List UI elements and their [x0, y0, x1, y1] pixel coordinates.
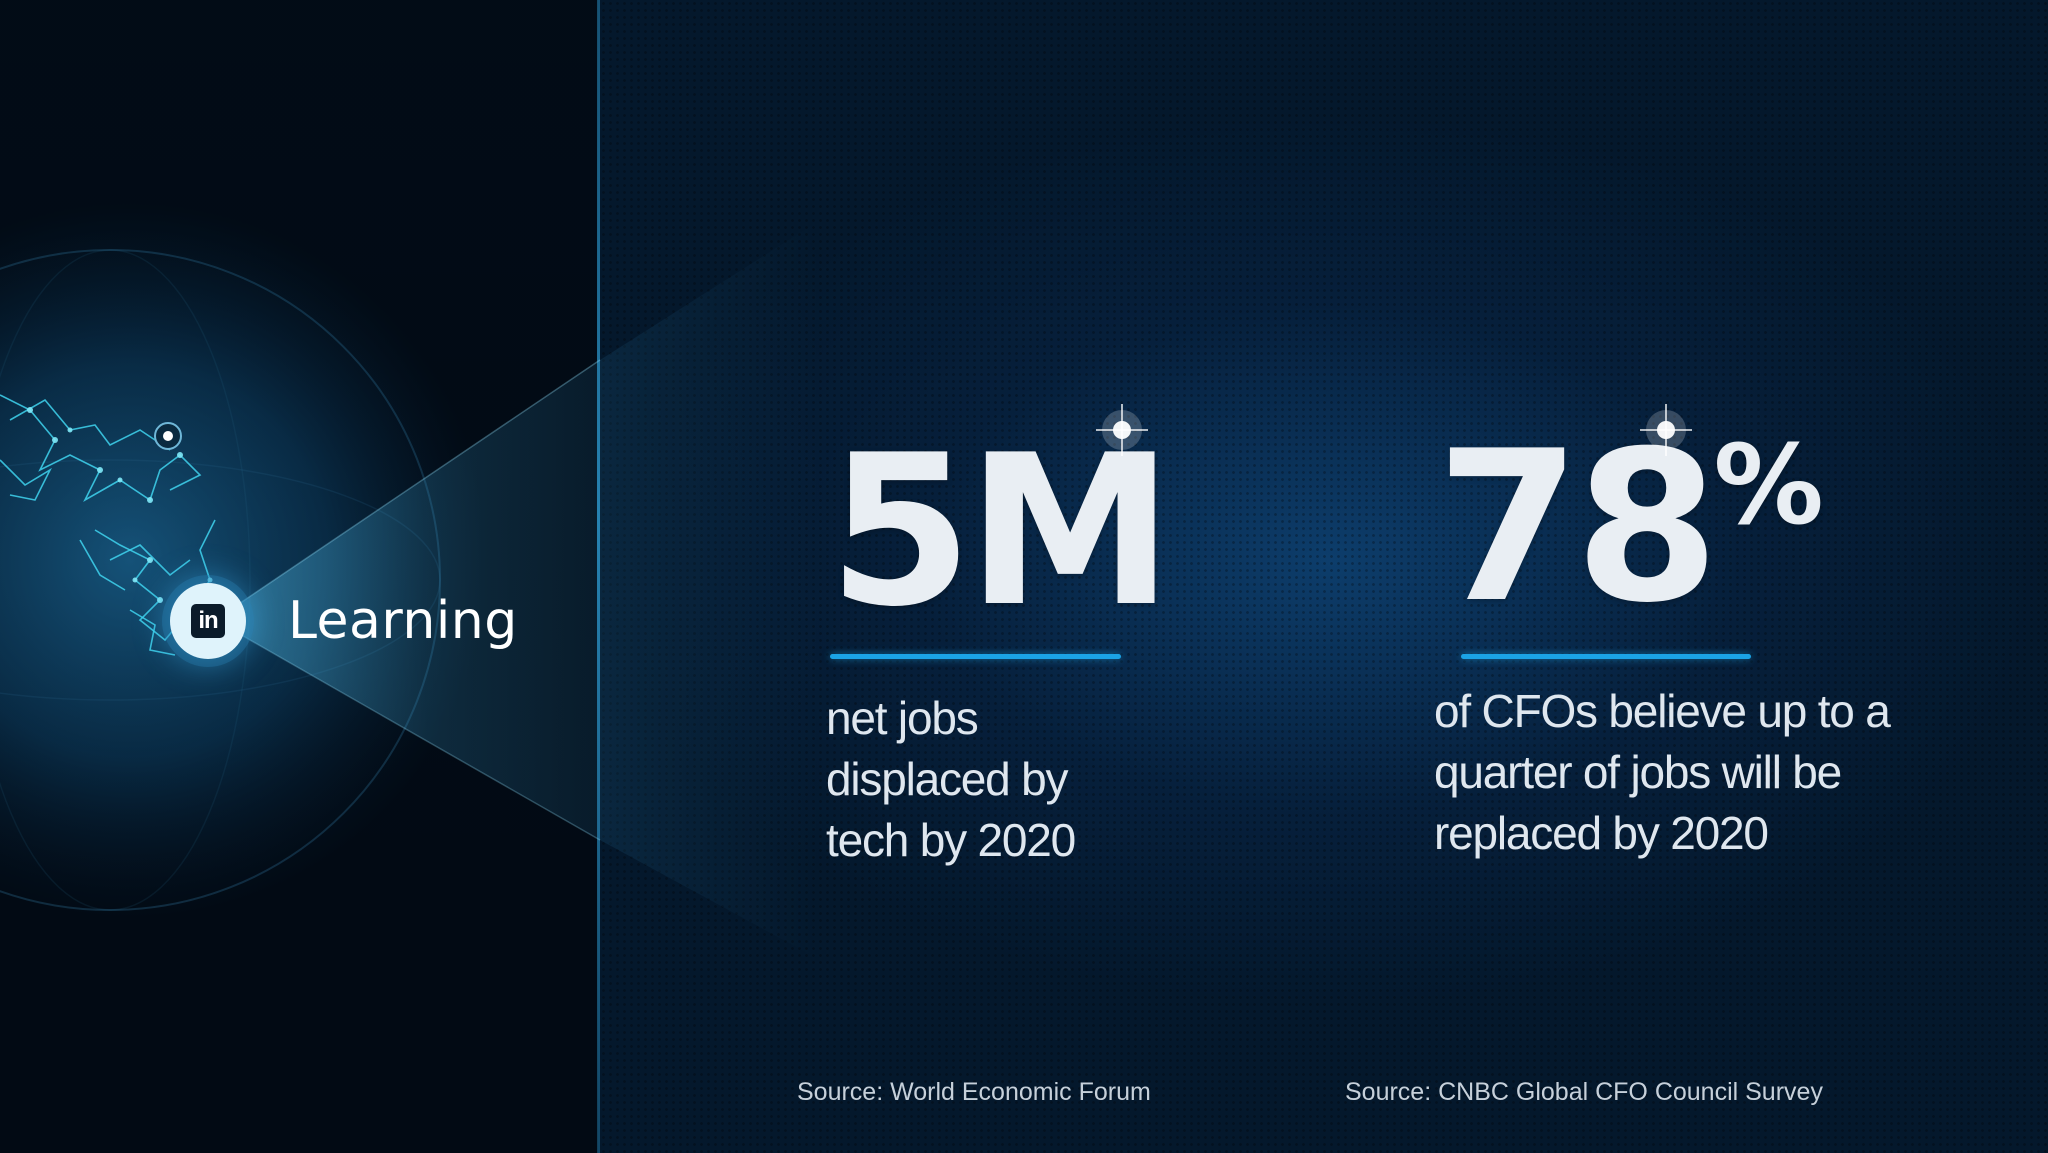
- caption-line: quarter of jobs will be: [1434, 746, 1842, 798]
- caption-line: displaced by: [826, 753, 1069, 805]
- stat-caption-jobs-displaced: net jobs displaced by tech by 2020: [826, 688, 1076, 871]
- caption-line: tech by 2020: [826, 814, 1076, 866]
- source-world-economic-forum: Source: World Economic Forum: [797, 1078, 1151, 1106]
- source-cnbc-cfo-survey: Source: CNBC Global CFO Council Survey: [1345, 1078, 1823, 1106]
- linkedin-in-icon: in: [191, 604, 225, 638]
- caption-line: of CFOs believe up to a: [1434, 685, 1891, 737]
- stat-caption-cfo-belief: of CFOs believe up to a quarter of jobs …: [1434, 681, 1891, 864]
- panel-divider: [597, 0, 600, 1153]
- linkedin-logo-badge: in: [170, 583, 246, 659]
- stat-value-jobs-displaced: 5M: [828, 428, 1174, 636]
- stat-underline: [1461, 654, 1751, 659]
- stat-value-cfo-percent: 78%: [1436, 424, 1824, 632]
- stat-underline: [830, 654, 1121, 659]
- caption-line: net jobs: [826, 692, 979, 744]
- background-texture: [600, 0, 2048, 1153]
- stat-number: 78: [1436, 407, 1719, 649]
- brand-lockup: in Learning: [170, 583, 518, 659]
- brand-name: Learning: [288, 591, 518, 651]
- percent-sign: %: [1713, 421, 1824, 549]
- caption-line: replaced by 2020: [1434, 807, 1769, 859]
- stat-number: 5M: [828, 411, 1174, 653]
- left-panel: [0, 0, 598, 1153]
- globe-network-illustration: [0, 235, 455, 925]
